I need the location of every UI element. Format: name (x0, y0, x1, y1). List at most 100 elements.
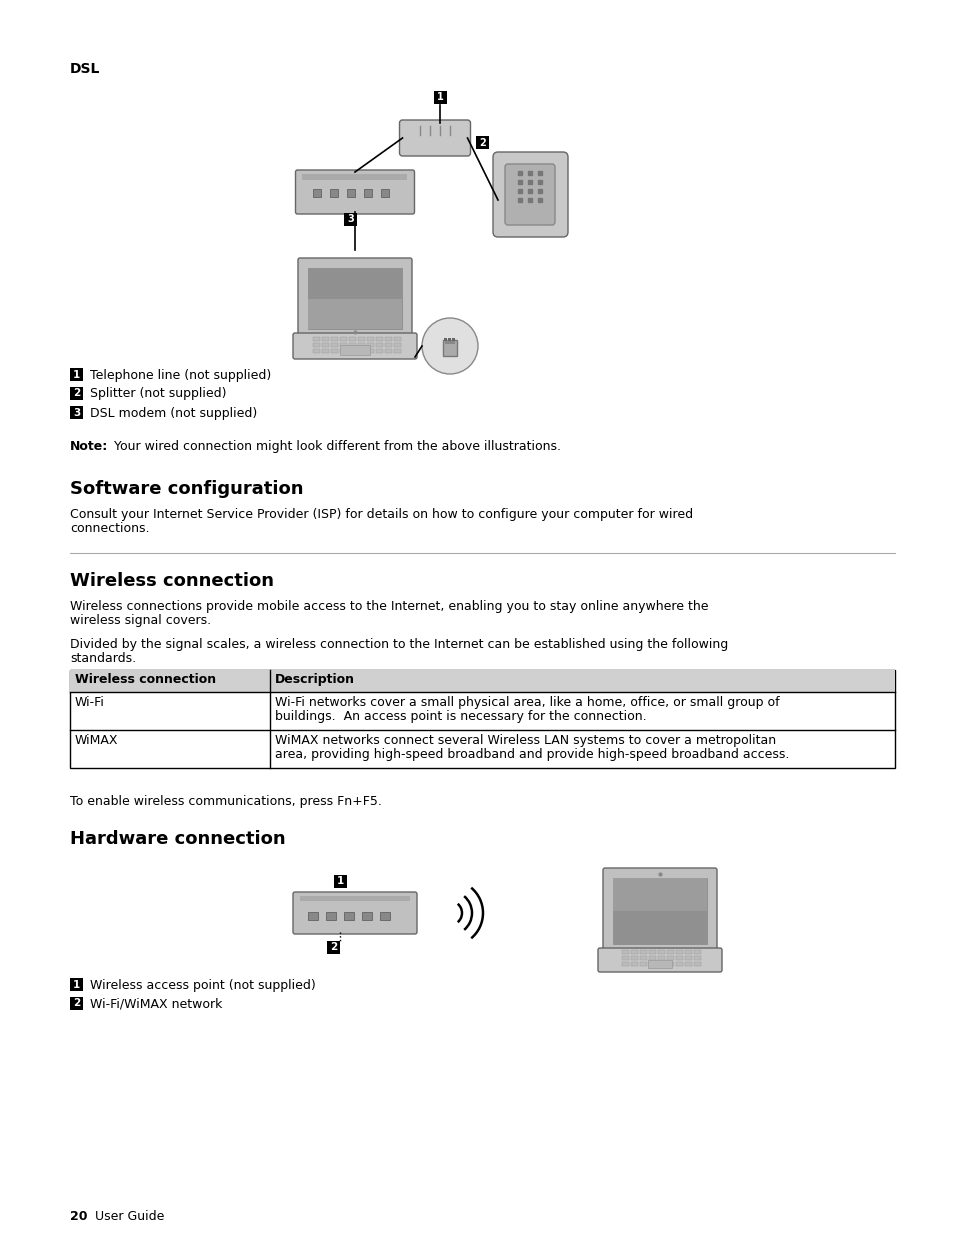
Text: Wireless access point (not supplied): Wireless access point (not supplied) (90, 978, 315, 992)
Text: Consult your Internet Service Provider (ISP) for details on how to configure you: Consult your Internet Service Provider (… (70, 508, 693, 521)
Bar (330, 189, 337, 198)
Text: 2: 2 (330, 942, 336, 952)
Bar (394, 350, 400, 353)
Bar (434, 91, 447, 104)
Text: Description: Description (274, 673, 355, 685)
Text: Wireless connections provide mobile access to the Internet, enabling you to stay: Wireless connections provide mobile acce… (70, 600, 708, 613)
Bar (648, 962, 656, 966)
Bar (658, 962, 664, 966)
Bar (322, 350, 329, 353)
Text: WiMAX: WiMAX (75, 734, 118, 747)
Bar (70, 368, 83, 382)
Bar (442, 340, 456, 356)
Text: Splitter (not supplied): Splitter (not supplied) (90, 388, 226, 400)
Text: Wi-Fi/WiMAX network: Wi-Fi/WiMAX network (90, 998, 222, 1010)
Bar (676, 956, 682, 960)
Bar (70, 387, 83, 400)
Text: WiMAX networks connect several Wireless LAN systems to cover a metropolitan: WiMAX networks connect several Wireless … (274, 734, 776, 747)
Bar (648, 950, 656, 953)
Ellipse shape (421, 317, 477, 374)
Bar (70, 997, 83, 1010)
Bar (331, 337, 337, 341)
Text: buildings.  An access point is necessary for the connection.: buildings. An access point is necessary … (274, 710, 646, 722)
Bar (639, 962, 646, 966)
Bar (676, 950, 682, 953)
Bar (367, 343, 374, 347)
Bar (684, 950, 691, 953)
Text: 3: 3 (72, 408, 80, 417)
FancyBboxPatch shape (293, 892, 416, 934)
Text: 1: 1 (72, 369, 80, 379)
Bar (630, 950, 638, 953)
FancyBboxPatch shape (504, 164, 555, 225)
Bar (639, 950, 646, 953)
Bar (361, 911, 372, 920)
Bar (630, 962, 638, 966)
Bar (349, 343, 355, 347)
Bar (658, 950, 664, 953)
Bar (349, 337, 355, 341)
Text: To enable wireless communications, press Fn+F5.: To enable wireless communications, press… (70, 795, 381, 808)
Bar (357, 350, 365, 353)
Bar (613, 878, 706, 911)
Text: Hardware connection: Hardware connection (70, 830, 285, 848)
Text: Note:: Note: (70, 440, 108, 453)
Bar (344, 212, 356, 226)
Bar (385, 350, 392, 353)
Text: 1: 1 (436, 93, 443, 103)
FancyBboxPatch shape (602, 868, 717, 952)
Bar (621, 950, 628, 953)
Bar (308, 268, 401, 329)
Bar (331, 343, 337, 347)
Text: 2: 2 (72, 389, 80, 399)
Text: DSL: DSL (70, 62, 100, 77)
Text: connections.: connections. (70, 522, 150, 535)
Bar (357, 343, 365, 347)
Bar (394, 343, 400, 347)
Bar (313, 343, 319, 347)
Bar (326, 911, 335, 920)
FancyBboxPatch shape (295, 170, 414, 214)
Bar (331, 350, 337, 353)
Text: Divided by the signal scales, a wireless connection to the Internet can be estab: Divided by the signal scales, a wireless… (70, 638, 727, 651)
Bar (322, 337, 329, 341)
FancyBboxPatch shape (293, 333, 416, 359)
Bar (666, 956, 673, 960)
Bar (621, 956, 628, 960)
FancyBboxPatch shape (598, 948, 721, 972)
Bar (308, 911, 317, 920)
Bar (658, 956, 664, 960)
Text: Wireless connection: Wireless connection (75, 673, 216, 685)
Bar (630, 956, 638, 960)
Bar (70, 671, 894, 768)
Bar (385, 337, 392, 341)
Bar (327, 941, 339, 953)
Bar (339, 337, 347, 341)
Bar (322, 343, 329, 347)
Text: Wireless connection: Wireless connection (70, 572, 274, 590)
Bar (313, 189, 320, 198)
Bar (666, 950, 673, 953)
Text: 20: 20 (70, 1210, 88, 1223)
Bar (647, 960, 671, 968)
Bar (621, 962, 628, 966)
Text: 2: 2 (479, 137, 486, 147)
Bar (339, 343, 347, 347)
Bar (375, 350, 382, 353)
Text: Software configuration: Software configuration (70, 480, 303, 498)
Text: 3: 3 (347, 215, 354, 225)
Bar (379, 911, 390, 920)
Text: Your wired connection might look different from the above illustrations.: Your wired connection might look differe… (110, 440, 560, 453)
Bar (448, 338, 451, 341)
Text: 1: 1 (336, 877, 344, 887)
Bar (302, 174, 407, 180)
Text: standards.: standards. (70, 652, 136, 664)
Bar (613, 878, 706, 944)
Bar (693, 962, 700, 966)
Text: wireless signal covers.: wireless signal covers. (70, 614, 211, 627)
Text: 1: 1 (72, 979, 80, 989)
Bar (308, 299, 401, 329)
Text: Wi-Fi networks cover a small physical area, like a home, office, or small group : Wi-Fi networks cover a small physical ar… (274, 697, 779, 709)
FancyBboxPatch shape (297, 258, 412, 337)
Bar (684, 962, 691, 966)
